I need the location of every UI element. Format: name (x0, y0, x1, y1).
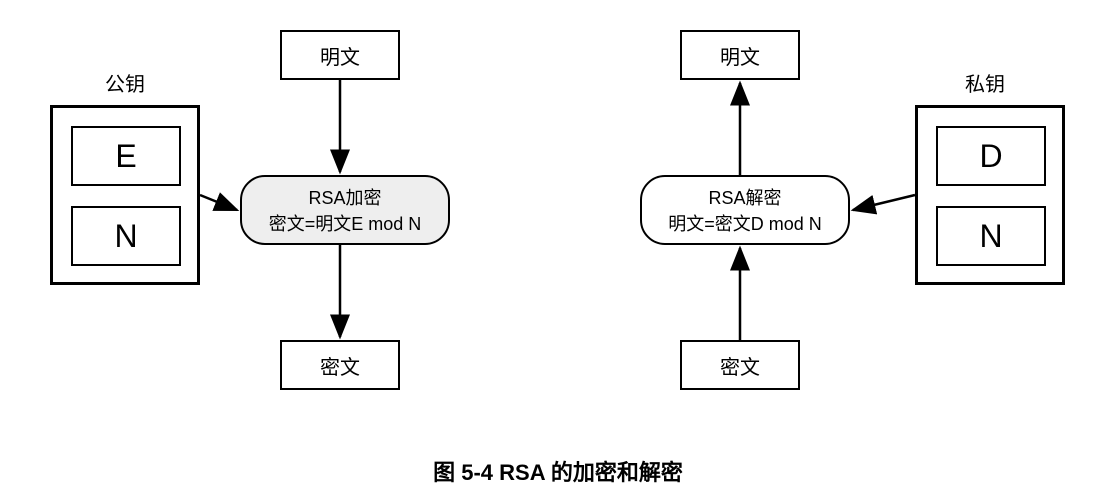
diagram-canvas: 公钥 E N 明文 RSA加密 密文=明文E mod N 密文 私钥 D N 明… (0, 0, 1116, 500)
arrow-pubkey-to-encrypt (200, 195, 237, 210)
figure-caption: 图 5-4 RSA 的加密和解密 (0, 455, 1116, 487)
arrow-privkey-to-decrypt (853, 195, 915, 210)
arrows-svg (0, 0, 1116, 500)
